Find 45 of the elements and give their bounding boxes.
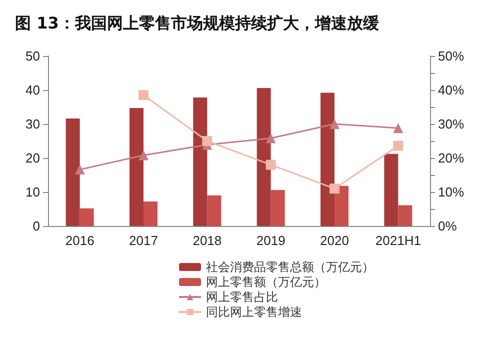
point (202, 136, 212, 146)
bar (398, 205, 412, 226)
legend-label: 网上零售占比 (206, 290, 278, 304)
y-tick-label: 50 (26, 48, 40, 64)
bar (320, 92, 334, 226)
point (393, 140, 404, 151)
x-tick-label: 2019 (256, 233, 286, 248)
y-tick-label: 30 (26, 116, 40, 132)
x-tick-label: 2020 (320, 233, 349, 248)
chart-title: 图 13：我国网上零售市场规模持续扩大，增速放缓 (15, 14, 380, 32)
point (393, 123, 404, 134)
y2-tick-label: 0% (438, 218, 458, 234)
x-tick-label: 2018 (192, 233, 222, 248)
y2-tick-label: 10% (438, 184, 464, 200)
bar (193, 97, 208, 226)
point (266, 160, 276, 170)
x-tick-label: 2021H1 (375, 233, 421, 248)
bar (130, 108, 144, 226)
y2-tick-label: 50% (438, 48, 464, 64)
legend-label: 社会消费品零售总额（万亿元） (206, 260, 374, 274)
y-tick-label: 10 (26, 184, 40, 200)
y-tick-label: 0 (32, 218, 40, 234)
bar (144, 202, 158, 226)
bar (66, 118, 80, 226)
y-tick-label: 20 (26, 150, 40, 166)
bar (334, 186, 348, 226)
y2-tick-label: 40% (438, 82, 464, 98)
x-tick-label: 2017 (129, 233, 158, 248)
legend-label: 网上零售额（万亿元） (206, 275, 326, 289)
legend-label: 同比网上零售增速 (206, 305, 302, 319)
bar (80, 208, 94, 226)
point (330, 184, 340, 194)
bar (256, 88, 271, 226)
y-tick-label: 40 (26, 82, 40, 98)
y2-tick-label: 30% (438, 116, 464, 132)
point (74, 164, 85, 175)
point (266, 133, 276, 144)
bar (384, 154, 398, 226)
y2-tick-label: 20% (438, 150, 464, 166)
point (138, 150, 148, 160)
x-tick-label: 2016 (65, 233, 94, 248)
bar (207, 195, 222, 226)
point (138, 90, 148, 100)
point (330, 119, 340, 129)
bar (270, 190, 285, 226)
